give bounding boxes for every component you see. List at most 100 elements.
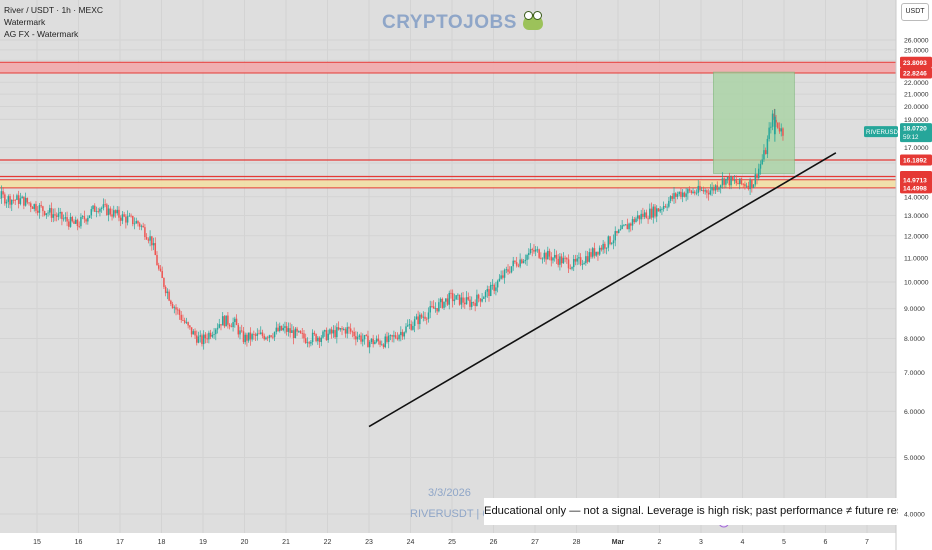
candle [585, 250, 587, 266]
candle [778, 122, 781, 134]
candle [522, 259, 525, 264]
indicator-watermark[interactable]: Watermark [4, 17, 46, 27]
x-tick-label: 23 [365, 539, 373, 546]
x-tick-label: Mar [612, 539, 625, 546]
x-tick-label: 28 [573, 539, 581, 546]
svg-text:22.8246: 22.8246 [903, 70, 927, 77]
candle [595, 251, 597, 257]
candle [500, 270, 502, 280]
candle [17, 190, 20, 209]
candle [401, 329, 404, 340]
x-tick-label: 22 [324, 539, 332, 546]
candle [590, 248, 592, 259]
candle [166, 288, 169, 300]
x-tick-label: 17 [116, 539, 124, 546]
candle [362, 333, 364, 347]
candle [97, 207, 99, 214]
candle [365, 333, 367, 337]
candle [593, 242, 596, 259]
candle [341, 325, 343, 336]
candle [393, 330, 395, 343]
candle [424, 312, 426, 322]
candle [239, 326, 241, 340]
candle [777, 122, 779, 129]
candle [534, 246, 537, 257]
candle [699, 181, 701, 193]
candle [78, 221, 80, 229]
grid-lines [0, 0, 896, 533]
candle [623, 224, 625, 227]
candle [464, 297, 466, 309]
candle [604, 241, 606, 254]
candle [40, 201, 42, 208]
price-zones [0, 61, 896, 189]
candle [367, 330, 369, 348]
candle [280, 325, 283, 331]
candle [208, 330, 210, 344]
candle [681, 189, 684, 203]
candle [476, 289, 478, 307]
candle [348, 326, 350, 334]
candle [287, 322, 290, 337]
indicator-ag-fx[interactable]: AG FX - Watermark [4, 29, 79, 39]
candle [419, 312, 421, 330]
candle [49, 204, 51, 216]
candle [106, 203, 108, 216]
candle [592, 246, 594, 259]
y-tick-label: 8.0000 [904, 336, 925, 343]
candle [308, 341, 310, 348]
candle [358, 333, 361, 340]
candle [201, 333, 203, 347]
candle [680, 187, 682, 200]
candle [353, 327, 355, 340]
candle [284, 321, 286, 334]
y-tick-label: 12.0000 [904, 233, 929, 240]
candle [379, 339, 381, 348]
candle [427, 307, 430, 323]
x-tick-label: 2 [658, 539, 662, 546]
candle [235, 314, 238, 326]
candle [607, 235, 610, 252]
candle [725, 178, 727, 189]
candle [647, 215, 649, 224]
candle [12, 194, 15, 204]
candle [496, 279, 499, 293]
candle [408, 318, 411, 330]
candle [45, 213, 48, 219]
candle [349, 323, 352, 335]
candle [633, 216, 636, 225]
symbol-title: River / USDT · 1h · MEXC [4, 5, 104, 15]
candle [220, 324, 222, 331]
candle [100, 206, 103, 213]
candle [213, 328, 215, 339]
svg-text:23.8093: 23.8093 [903, 60, 927, 67]
candle [732, 175, 734, 182]
candle [263, 333, 265, 341]
candle [510, 266, 513, 274]
candle [74, 216, 77, 225]
candle [531, 247, 533, 257]
candle [768, 122, 770, 142]
candle [266, 335, 269, 342]
time-axis[interactable]: 15 16 17 18 19 20 21 22 23 24 25 26 27 28 Mar 2 3 4 5 6 7 [33, 539, 869, 546]
candle [180, 311, 182, 323]
candle [99, 207, 101, 217]
candle [752, 183, 755, 189]
candle [742, 182, 744, 189]
candle [282, 323, 284, 332]
candle [662, 201, 665, 212]
candle [171, 301, 174, 309]
candle [759, 160, 762, 175]
candle [453, 293, 456, 305]
candle [83, 210, 86, 223]
candle [714, 184, 717, 194]
candle [159, 264, 162, 272]
candle [204, 332, 207, 344]
candle [289, 322, 291, 338]
candle [706, 189, 708, 199]
currency-button[interactable]: USDT [901, 3, 929, 21]
candle [503, 268, 506, 284]
candle [68, 219, 70, 230]
candle [659, 206, 661, 214]
